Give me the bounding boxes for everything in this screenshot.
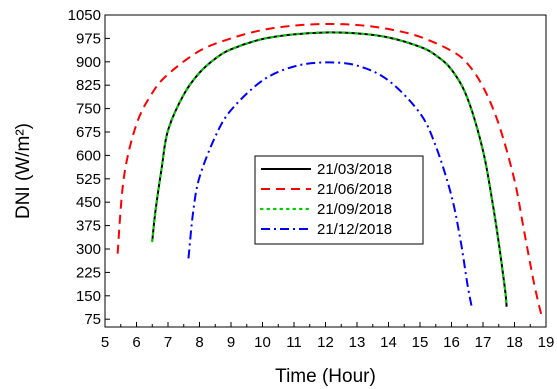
y-tick-label: 750 [76,101,101,118]
x-tick-label: 6 [132,334,140,351]
y-tick-label: 375 [76,218,101,235]
series-layer [116,23,544,320]
x-tick-label: 10 [254,334,271,351]
series-line-2 [116,23,544,320]
legend: 21/03/2018 21/06/2018 21/09/2018 21/12/2018 [254,155,424,245]
y-tick-label: 150 [76,288,101,305]
x-tick-label: 5 [101,334,109,351]
y-tick-label: 225 [76,264,101,281]
x-tick-label: 15 [412,334,429,351]
x-tick-label: 7 [164,334,172,351]
series-line-3 [151,31,508,308]
y-tick-label: 1050 [68,7,101,24]
y-axis-title: DNI (W/m²) [13,123,34,219]
y-tick-label: 675 [76,124,101,141]
x-tick-label: 19 [538,334,555,351]
y-tick-label: 450 [76,194,101,211]
x-tick-label: 8 [195,334,203,351]
y-tick-label: 525 [76,171,101,188]
x-tick-label: 17 [475,334,492,351]
x-axis: 5 6 7 8 9 10 11 12 13 14 15 16 17 18 19 [101,322,555,351]
y-tick-label: 900 [76,54,101,71]
x-tick-label: 18 [506,334,523,351]
y-axis: 75 150 225 300 375 450 525 600 675 750 825 900 975 10… [68,7,110,328]
y-tick-label: 75 [84,311,101,328]
legend-label: 21/12/2018 [317,221,392,238]
x-tick-label: 13 [349,334,366,351]
y-tick-label: 300 [76,241,101,258]
x-tick-label: 16 [443,334,460,351]
y-tick-label: 600 [76,147,101,164]
x-axis-title: Time (Hour) [275,366,376,387]
y-tick-label: 825 [76,77,101,94]
y-tick-label: 975 [76,30,101,47]
legend-label: 21/06/2018 [317,181,392,198]
x-tick-label: 12 [317,334,334,351]
series-line-4 [187,61,473,309]
x-tick-label: 9 [227,334,235,351]
legend-label: 21/09/2018 [317,201,392,218]
x-tick-label: 11 [286,334,302,351]
legend-label: 21/03/2018 [317,161,392,178]
x-tick-label: 14 [380,334,397,351]
